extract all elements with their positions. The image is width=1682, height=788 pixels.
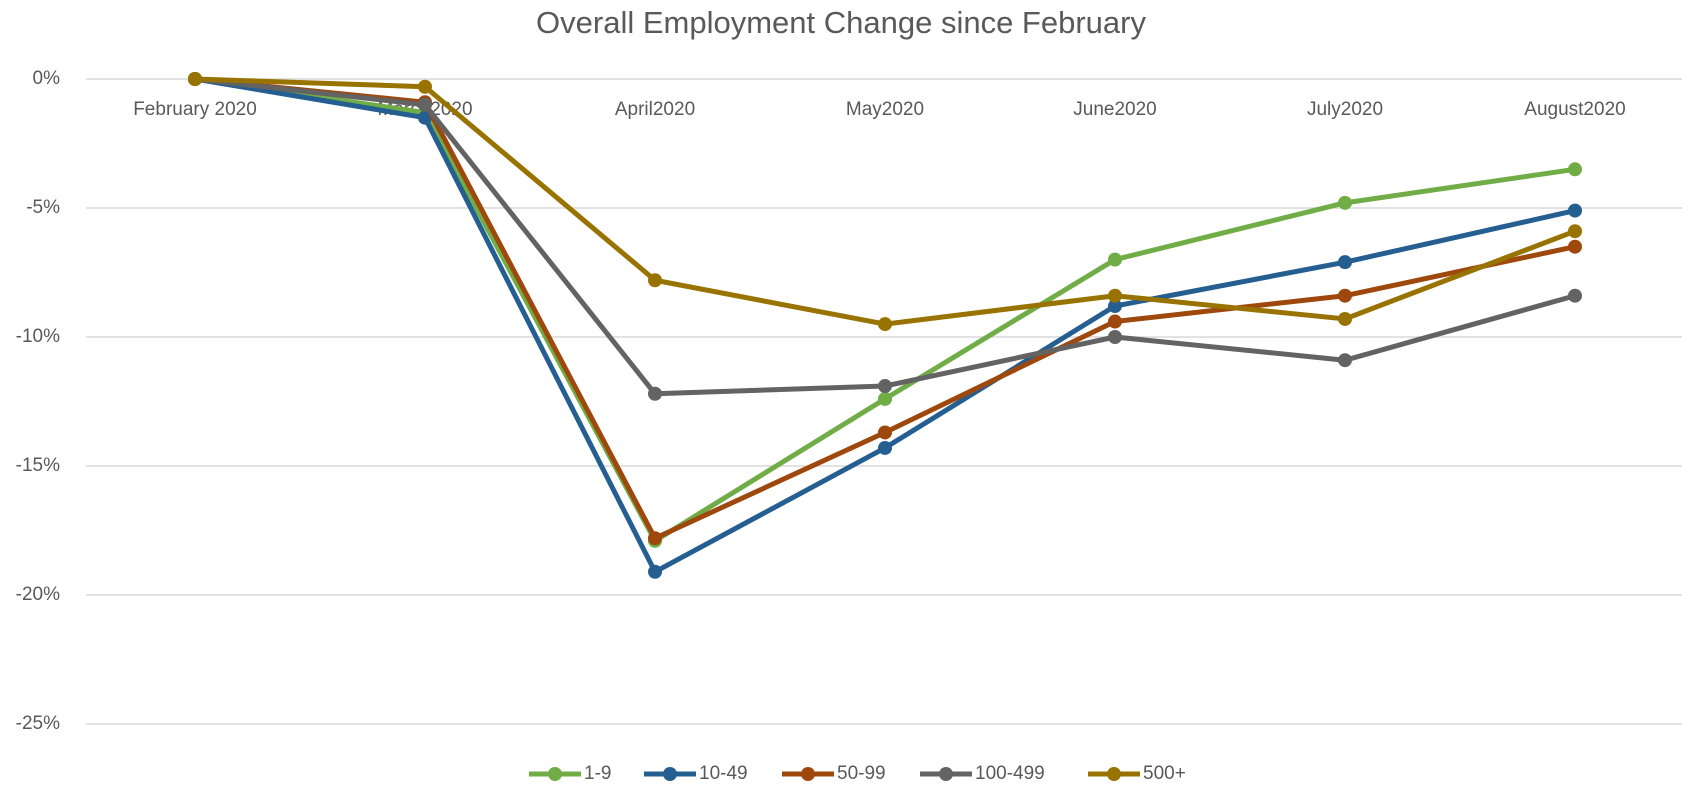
legend-marker	[663, 767, 677, 781]
legend-label: 100-499	[975, 763, 1045, 784]
data-point	[1568, 203, 1582, 218]
data-point	[1108, 288, 1122, 303]
x-tick-label: February 2020	[133, 99, 257, 120]
data-point	[1568, 288, 1582, 303]
legend-marker	[1107, 767, 1121, 781]
data-point	[418, 79, 432, 94]
y-tick-label: -15%	[16, 455, 60, 476]
data-point	[1338, 288, 1352, 303]
y-tick-label: -5%	[26, 197, 60, 218]
data-point	[1108, 314, 1122, 329]
data-point	[1108, 330, 1122, 344]
data-point	[1108, 299, 1122, 314]
legend-label: 1-9	[584, 763, 611, 784]
y-tick-label: -10%	[16, 326, 60, 347]
x-tick-label: August2020	[1524, 99, 1625, 120]
data-point	[878, 440, 892, 455]
legend-marker	[801, 767, 815, 781]
data-point	[648, 273, 662, 288]
data-point	[1108, 252, 1122, 267]
data-point	[878, 379, 892, 394]
data-point	[648, 386, 662, 401]
data-point	[1338, 311, 1352, 326]
data-point	[1568, 162, 1582, 177]
legend-label: 10-49	[699, 763, 748, 784]
y-tick-label: -20%	[16, 584, 60, 605]
data-point	[878, 425, 892, 440]
legend-marker	[548, 767, 562, 781]
data-point	[648, 531, 662, 546]
data-point	[418, 97, 432, 112]
data-point	[878, 391, 892, 406]
data-point	[1568, 224, 1582, 239]
data-point	[188, 72, 202, 86]
data-point	[1568, 239, 1582, 254]
x-tick-label: April2020	[615, 99, 695, 120]
y-tick-label: 0%	[33, 68, 61, 89]
legend-label: 50-99	[837, 763, 886, 784]
legend-marker	[939, 767, 953, 781]
chart-title: Overall Employment Change since February	[536, 5, 1146, 40]
x-tick-label: May2020	[846, 99, 924, 120]
data-point	[1338, 353, 1352, 368]
data-point	[1338, 195, 1352, 210]
data-point	[648, 564, 662, 579]
legend-label: 500+	[1143, 763, 1186, 784]
x-tick-label: July2020	[1307, 99, 1383, 120]
y-tick-label: -25%	[16, 713, 60, 734]
data-point	[878, 317, 892, 332]
series-line	[194, 76, 1576, 397]
x-tick-label: June2020	[1073, 99, 1156, 120]
data-point	[1338, 255, 1352, 270]
